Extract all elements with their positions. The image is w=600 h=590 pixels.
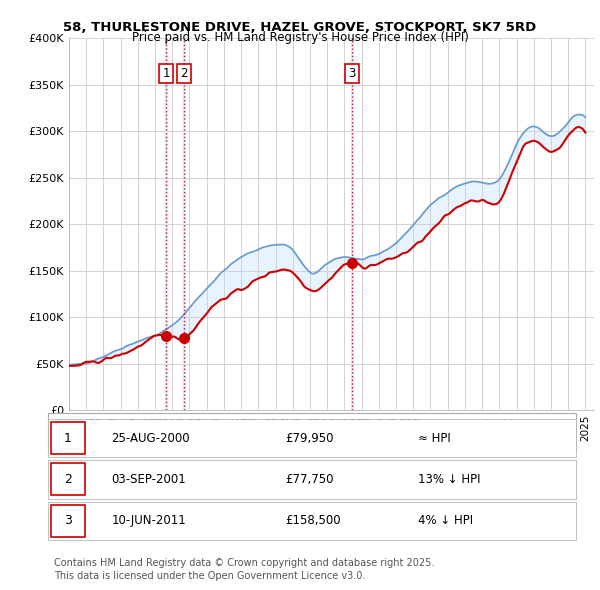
Text: 1: 1 [163, 67, 170, 80]
Text: Contains HM Land Registry data © Crown copyright and database right 2025.
This d: Contains HM Land Registry data © Crown c… [54, 558, 434, 581]
Text: 2: 2 [64, 473, 72, 486]
Text: 3: 3 [64, 514, 72, 527]
Text: £79,950: £79,950 [286, 431, 334, 445]
Text: HPI: Average price, semi-detached house, Stockport: HPI: Average price, semi-detached house,… [88, 435, 360, 445]
Text: 1: 1 [64, 431, 72, 445]
FancyBboxPatch shape [50, 463, 85, 496]
Text: 58, THURLESTONE DRIVE, HAZEL GROVE, STOCKPORT, SK7 5RD: 58, THURLESTONE DRIVE, HAZEL GROVE, STOC… [64, 21, 536, 34]
FancyBboxPatch shape [48, 460, 576, 499]
Bar [166, 38, 167, 410]
FancyBboxPatch shape [48, 502, 576, 540]
Text: 03-SEP-2001: 03-SEP-2001 [112, 473, 186, 486]
Text: Price paid vs. HM Land Registry's House Price Index (HPI): Price paid vs. HM Land Registry's House … [131, 31, 469, 44]
Text: £158,500: £158,500 [286, 514, 341, 527]
Text: ≈ HPI: ≈ HPI [418, 431, 451, 445]
FancyBboxPatch shape [48, 419, 576, 457]
Text: £77,750: £77,750 [286, 473, 334, 486]
FancyBboxPatch shape [50, 422, 85, 454]
Text: 10-JUN-2011: 10-JUN-2011 [112, 514, 186, 527]
Bar [183, 38, 185, 410]
Text: 4% ↓ HPI: 4% ↓ HPI [418, 514, 473, 527]
Text: 58, THURLESTONE DRIVE, HAZEL GROVE, STOCKPORT, SK7 5RD (semi-detached house): 58, THURLESTONE DRIVE, HAZEL GROVE, STOC… [88, 419, 544, 429]
FancyBboxPatch shape [50, 504, 85, 537]
Text: 2: 2 [180, 67, 188, 80]
Text: 3: 3 [348, 67, 356, 80]
Bar [351, 38, 353, 410]
FancyBboxPatch shape [48, 413, 576, 451]
Text: 25-AUG-2000: 25-AUG-2000 [112, 431, 190, 445]
Text: 13% ↓ HPI: 13% ↓ HPI [418, 473, 480, 486]
